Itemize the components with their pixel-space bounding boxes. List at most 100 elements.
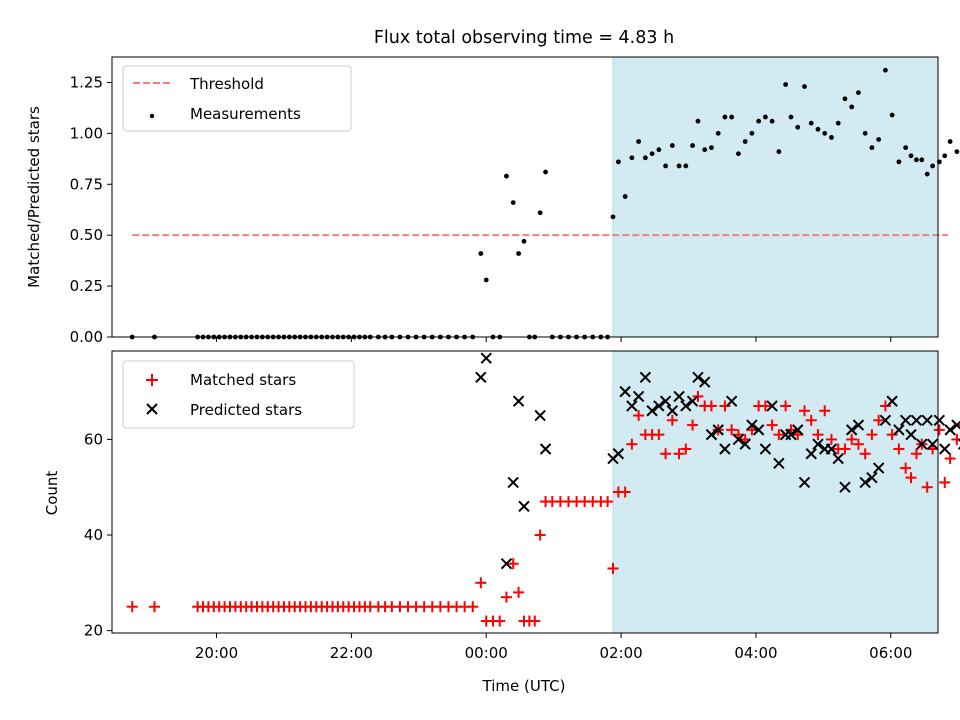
matched-star-point: [839, 443, 851, 455]
matched-star-point: [126, 601, 138, 613]
bottom-x-tick-label: 00:00: [465, 644, 508, 662]
predicted-star-point: [805, 448, 817, 460]
predicted-star-point: [619, 385, 631, 398]
top-y-tick-label: 1.25: [70, 73, 103, 91]
measurement-point: [756, 118, 762, 124]
bottom-axes-frame: [111, 350, 939, 634]
predicted-star-point: [916, 438, 928, 450]
bottom-y-tick-label: 20: [84, 622, 103, 640]
measurement-point: [695, 118, 701, 124]
measurement-point: [856, 90, 861, 96]
matched-star-point: [687, 419, 699, 431]
predicted-star-point: [872, 462, 885, 474]
predicted-star-point: [951, 419, 960, 431]
predicted-star-point: [921, 414, 933, 427]
legend-matched-label: Matched stars: [190, 371, 296, 389]
measurement-point: [947, 139, 953, 144]
top-y-tick-label: 0.25: [70, 277, 103, 295]
matched-star-point: [673, 448, 685, 460]
matched-star-point: [726, 424, 738, 436]
predicted-star-point: [612, 448, 625, 460]
matched-star-point: [759, 400, 771, 412]
predicted-star-point: [534, 409, 546, 422]
measurement-point: [676, 163, 682, 169]
measurement-point: [663, 163, 668, 169]
measurement-point: [896, 159, 902, 165]
predicted-star-point: [698, 376, 711, 388]
predicted-star-points: [475, 352, 960, 570]
measurement-point: [510, 200, 516, 206]
predicted-star-point: [705, 428, 718, 441]
predicted-star-point: [773, 457, 785, 470]
measurement-point: [783, 82, 789, 87]
bottom-legend[interactable]: Matched stars Predicted stars: [122, 360, 355, 429]
predicted-star-point: [686, 395, 699, 407]
bottom-shade-rect: [612, 350, 939, 634]
matched-star-point: [666, 414, 678, 426]
predicted-star-point: [719, 443, 731, 455]
predicted-star-point: [766, 400, 778, 412]
predicted-star-point: [905, 428, 917, 441]
bottom-y-tick-label: 40: [84, 526, 103, 544]
bottom-x-tick-label: 02:00: [599, 644, 642, 662]
matched-star-point: [653, 429, 665, 441]
measurement-point: [649, 151, 655, 157]
matched-star-point: [812, 429, 824, 441]
predicted-star-point: [785, 428, 797, 441]
predicted-star-point: [653, 400, 665, 412]
top-y-tick-label: 0.00: [70, 328, 103, 346]
measurement-point: [862, 130, 868, 136]
matched-star-point: [805, 414, 817, 426]
top-legend[interactable]: Threshold Measurements: [122, 65, 352, 132]
matched-star-points: [126, 390, 960, 627]
bottom-x-tick-label: 20:00: [195, 644, 238, 662]
measurement-point: [924, 171, 930, 177]
measurement-point: [742, 139, 748, 144]
measurement-point: [669, 143, 675, 148]
bottom-x-tick-label: 06:00: [869, 644, 912, 662]
measurement-point: [849, 104, 855, 110]
matched-star-point: [602, 496, 614, 508]
matched-star-point: [900, 462, 912, 474]
matched-star-point: [879, 400, 891, 412]
matched-star-point: [467, 601, 479, 613]
top-axes-frame: [111, 56, 939, 338]
measurement-point: [762, 114, 768, 120]
top-y-tick-label: 0.50: [70, 226, 103, 244]
matched-star-point: [773, 429, 785, 441]
matched-star-point: [780, 400, 792, 412]
predicted-star-point: [626, 400, 638, 412]
predicted-star-point: [792, 424, 804, 436]
top-y-tick-label: 1.00: [70, 124, 103, 142]
bottom-observing-span: [612, 350, 939, 634]
predicted-star-point: [680, 400, 692, 412]
measurement-point: [516, 251, 521, 256]
measurement-point: [702, 147, 708, 153]
predicted-star-point: [639, 371, 652, 383]
measurement-point: [478, 251, 484, 256]
predicted-star-point: [812, 438, 824, 450]
chart-title: Flux total observing time = 4.83 h: [374, 28, 674, 48]
top-y-axis: 0.00 0.25 0.50 0.75 1.00 1.25: [70, 73, 112, 346]
matched-star-point: [819, 405, 831, 417]
matched-star-point: [494, 615, 506, 627]
predicted-star-point: [866, 471, 878, 484]
predicted-star-point: [500, 557, 513, 570]
measurement-point: [722, 114, 728, 120]
matched-star-point: [951, 433, 960, 445]
measurement-point: [869, 145, 875, 151]
matched-star-point: [619, 486, 631, 498]
measurement-point: [629, 155, 635, 161]
predicted-star-point: [725, 395, 738, 407]
matched-star-point: [529, 615, 541, 627]
bottom-x-tick-label: 22:00: [330, 644, 373, 662]
predicted-star-point: [732, 433, 745, 446]
matched-star-point: [866, 429, 878, 441]
top-y-axis-label: Matched/Predicted stars: [25, 106, 43, 288]
measurement-point: [842, 96, 848, 102]
matched-star-point: [873, 414, 885, 426]
predicted-star-point: [933, 414, 946, 427]
matched-star-point: [705, 400, 717, 412]
measurement-point: [908, 153, 914, 159]
measurement-point: [919, 157, 925, 163]
